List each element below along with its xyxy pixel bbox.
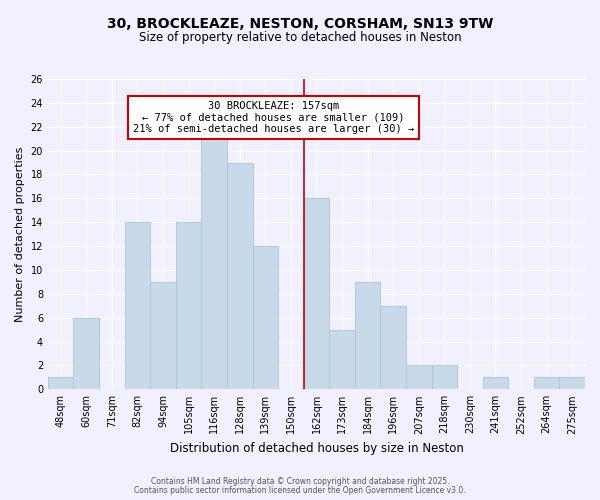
Bar (48, 378, 73, 390)
Text: 30, BROCKLEAZE, NESTON, CORSHAM, SN13 9TW: 30, BROCKLEAZE, NESTON, CORSHAM, SN13 9T… (107, 18, 493, 32)
Bar (329, 330, 355, 390)
Bar (406, 366, 431, 390)
Bar (125, 222, 150, 390)
Bar (73, 318, 99, 390)
Y-axis label: Number of detached properties: Number of detached properties (15, 146, 25, 322)
Bar (227, 162, 253, 390)
Bar (150, 282, 176, 390)
X-axis label: Distribution of detached houses by size in Neston: Distribution of detached houses by size … (170, 442, 463, 455)
Text: Contains HM Land Registry data © Crown copyright and database right 2025.: Contains HM Land Registry data © Crown c… (151, 477, 449, 486)
Bar (176, 222, 202, 390)
Bar (559, 378, 585, 390)
Bar (355, 282, 380, 390)
Bar (534, 378, 559, 390)
Bar (304, 198, 329, 390)
Bar (202, 126, 227, 390)
Text: 30 BROCKLEAZE: 157sqm
← 77% of detached houses are smaller (109)
21% of semi-det: 30 BROCKLEAZE: 157sqm ← 77% of detached … (133, 100, 414, 134)
Bar (482, 378, 508, 390)
Bar (431, 366, 457, 390)
Bar (380, 306, 406, 390)
Bar (253, 246, 278, 390)
Text: Contains public sector information licensed under the Open Government Licence v3: Contains public sector information licen… (134, 486, 466, 495)
Text: Size of property relative to detached houses in Neston: Size of property relative to detached ho… (139, 31, 461, 44)
